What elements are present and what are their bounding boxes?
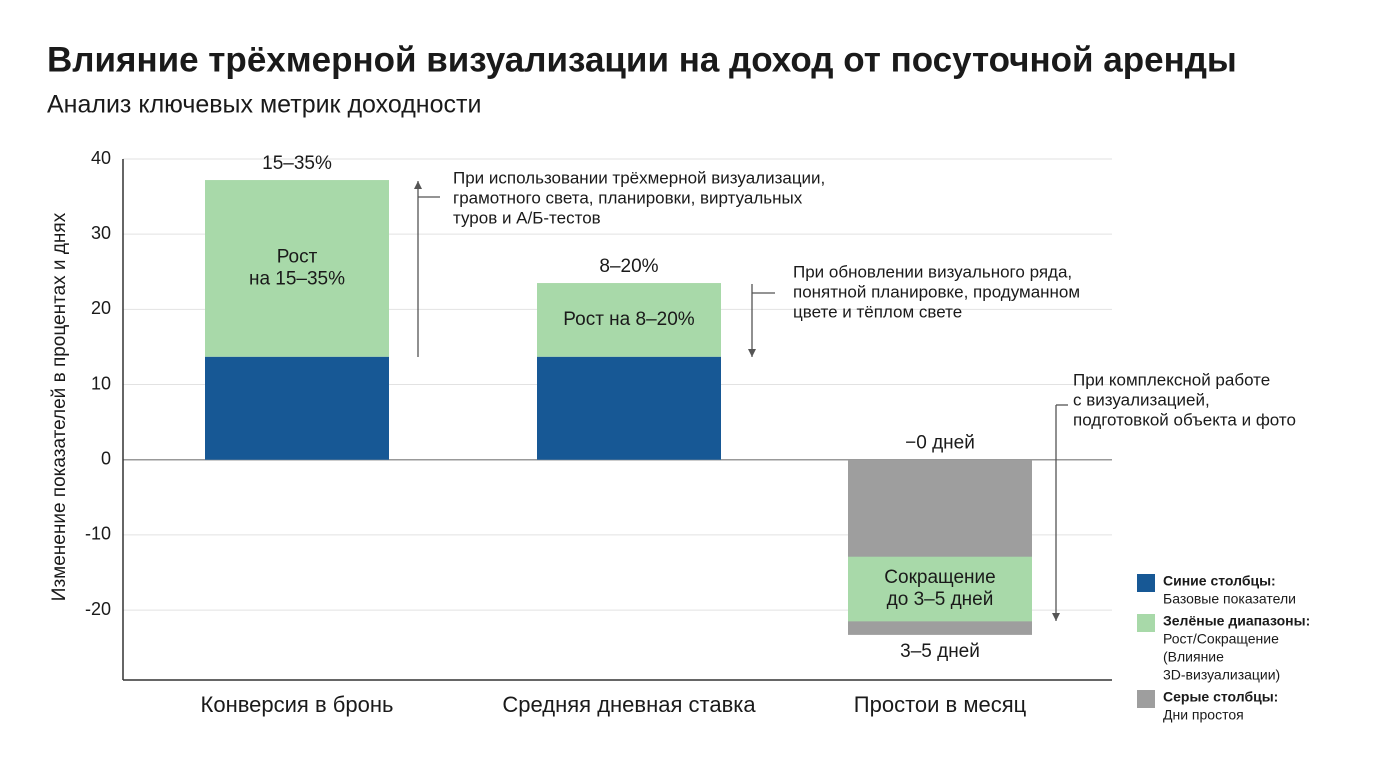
- legend-description: (Влияние: [1163, 649, 1224, 665]
- annotation: При обновлении визуального ряда,: [793, 262, 1072, 281]
- bar: [537, 356, 721, 460]
- annotation: При комплексной работе: [1073, 370, 1270, 389]
- range-bar: [205, 180, 389, 357]
- annotation: с визуализацией,: [1073, 390, 1210, 409]
- inner-label: Рост на 8–20%: [563, 309, 694, 330]
- legend-swatch: [1137, 690, 1155, 708]
- range-bar: [848, 556, 1032, 622]
- legend-swatch: [1137, 574, 1155, 592]
- legend-name: Зелёные диапазоны:: [1163, 613, 1310, 629]
- x-tick-label: Конверсия в бронь: [201, 692, 394, 717]
- x-tick-label: Средняя дневная ставка: [502, 692, 756, 717]
- legend-description: Дни простоя: [1163, 707, 1244, 723]
- legend-name: Синие столбцы:: [1163, 573, 1276, 589]
- annotation: подготовкой объекта и фото: [1073, 410, 1296, 429]
- top-label: 15–35%: [262, 153, 332, 174]
- y-tick-label: 20: [91, 298, 111, 318]
- top-label: 8–20%: [599, 256, 658, 277]
- legend-name: Серые столбцы:: [1163, 689, 1278, 705]
- inner-label: до 3–5 дней: [887, 589, 994, 610]
- y-tick-label: 0: [101, 448, 111, 468]
- arrow-head: [748, 349, 756, 357]
- bottom-label: 3–5 дней: [900, 641, 980, 662]
- chart-title: Влияние трёхмерной визуализации на доход…: [47, 40, 1237, 79]
- annotation: При использовании трёхмерной визуализаци…: [453, 168, 825, 187]
- bar: [205, 356, 389, 460]
- y-tick-label: 30: [91, 223, 111, 243]
- legend-swatch: [1137, 614, 1155, 632]
- annotation: понятной планировке, продуманном: [793, 282, 1080, 301]
- top-label: −0 дней: [905, 433, 975, 454]
- annotation: грамотного света, планировки, виртуальны…: [453, 188, 803, 207]
- y-tick-label: -20: [85, 599, 111, 619]
- y-tick-label: 40: [91, 148, 111, 168]
- legend-description: Рост/Сокращение: [1163, 631, 1279, 647]
- legend-description: 3D-визуализации): [1163, 667, 1280, 683]
- y-tick-label: -10: [85, 524, 111, 544]
- legend-description: Базовые показатели: [1163, 591, 1296, 607]
- inner-label: на 15–35%: [249, 268, 345, 289]
- x-tick-label: Простои в месяц: [854, 692, 1027, 717]
- inner-label: Рост: [277, 246, 318, 267]
- y-axis-label: Изменение показателей в процентах и днях: [49, 212, 70, 601]
- arrow-head: [1052, 613, 1060, 621]
- arrow-head: [414, 181, 422, 189]
- y-tick-label: 10: [91, 373, 111, 393]
- range-bar: [537, 283, 721, 357]
- annotation: цвете и тёплом свете: [793, 302, 962, 321]
- chart-subtitle: Анализ ключевых метрик доходности: [47, 91, 481, 119]
- annotation: туров и А/Б-тестов: [453, 208, 601, 227]
- inner-label: Сокращение: [884, 567, 995, 588]
